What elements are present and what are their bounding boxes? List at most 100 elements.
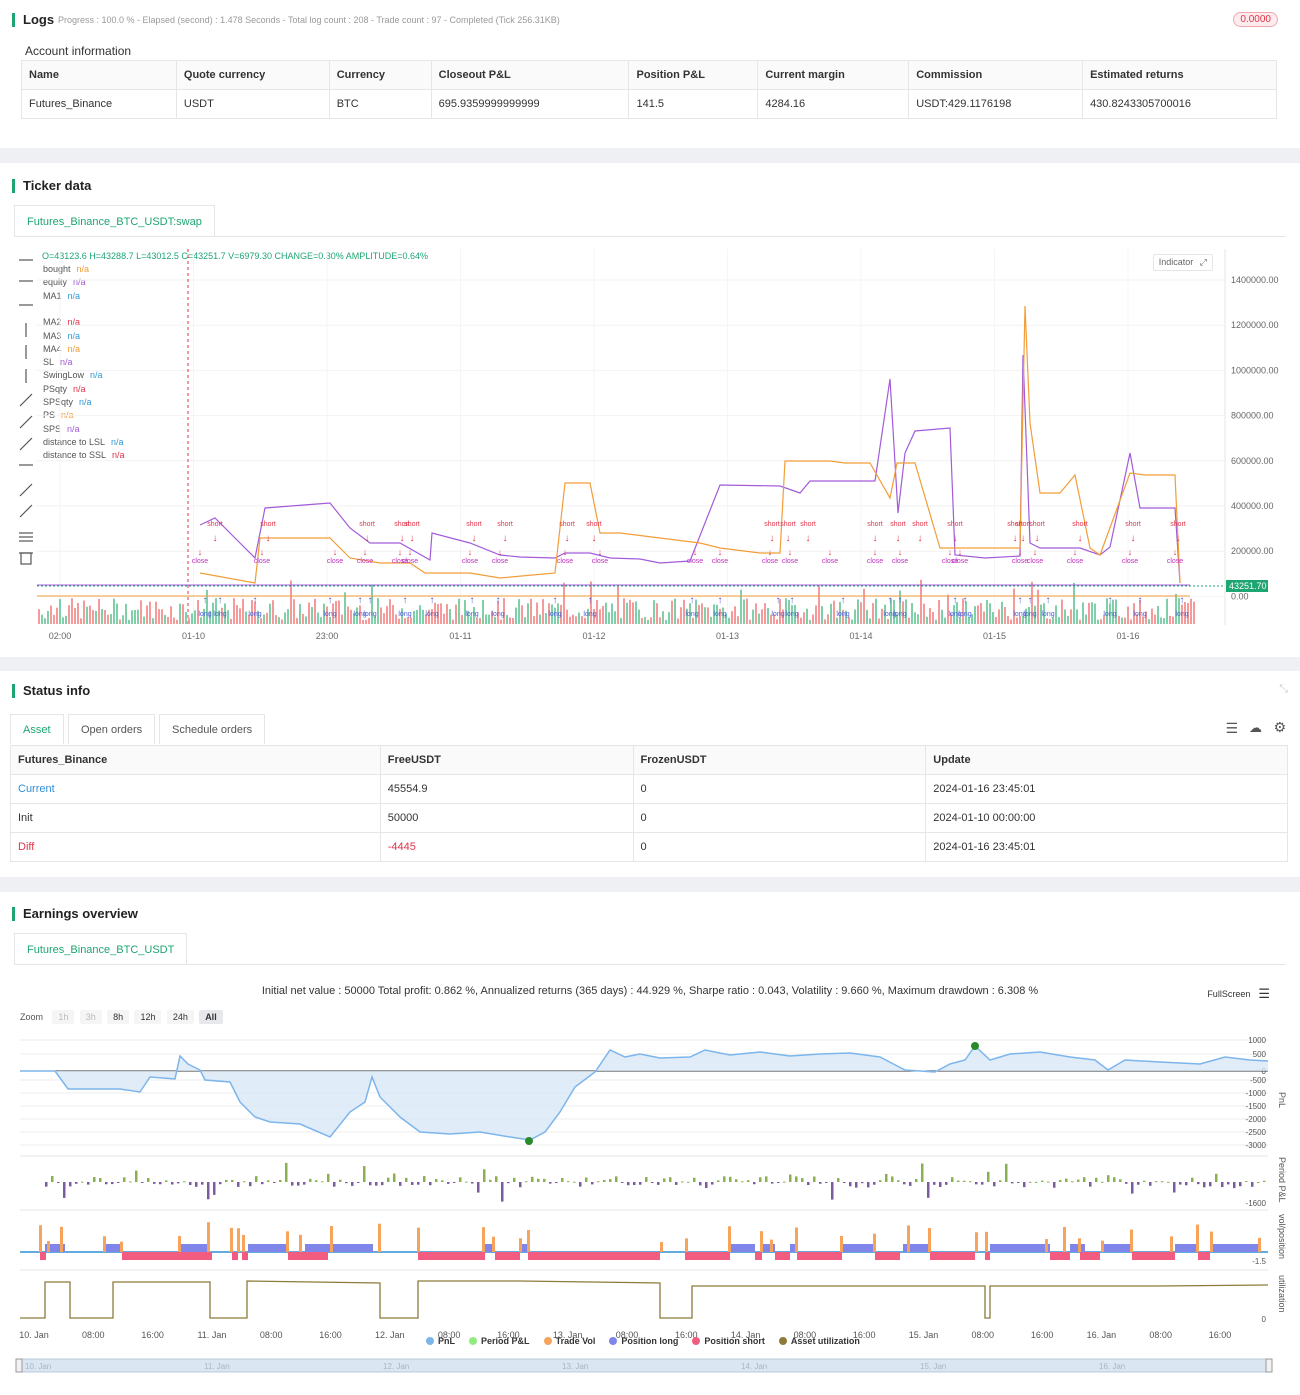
vol-tick: -1.5 [1252,1257,1266,1266]
y-tick-label: 0.00 [1231,591,1249,601]
legend-item[interactable]: MA2 n/a [43,317,80,327]
legend-item[interactable]: Position short [692,1336,765,1346]
legend-item[interactable]: SPS n/a [43,424,80,434]
fullscreen-button[interactable]: FullScreen ☰ [1207,986,1270,1002]
zoom-all[interactable]: All [199,1010,223,1024]
legend-item[interactable]: PS n/a [43,410,74,420]
period-bar [219,1182,222,1185]
volume-bar [1022,615,1024,624]
long-position [762,1244,775,1252]
period-bar [45,1182,48,1187]
zoom-24h[interactable]: 24h [166,1010,194,1024]
legend-item[interactable]: equity n/a [43,277,86,287]
legend-dot-icon [609,1337,618,1345]
legend-item[interactable]: MA4 n/a [43,344,80,354]
legend-item[interactable]: Period P&L [469,1336,530,1346]
zoom-12h[interactable]: 12h [134,1010,162,1024]
long-arrow: ↑ [496,595,501,606]
settings-icon[interactable]: ⚙ [1273,719,1286,735]
bought-line [199,305,1181,584]
period-bar [381,1182,384,1186]
trade-vol-bar [178,1236,181,1252]
volume-bar [329,616,331,624]
short-arrow: ↓ [565,533,570,544]
legend-item[interactable]: MA3 n/a [43,331,80,341]
legend-item[interactable]: Asset utilization [778,1336,860,1346]
volume-bar [1088,602,1090,624]
short-label: short [394,521,410,528]
legend-item[interactable]: MA1 n/a [43,291,80,301]
volume-bar [338,600,340,624]
volume-bar [674,598,676,624]
navigator-tick: 10. Jan [25,1362,51,1371]
period-bar [261,1182,264,1185]
period-bar [1119,1179,1122,1182]
volume-bar [971,614,973,624]
volume-bar [1130,619,1132,624]
asset-col-header: FrozenUSDT [632,745,927,775]
indicator-button[interactable]: Indicator ⤢ [1152,254,1213,271]
tab-open-orders[interactable]: Open orders [68,714,156,744]
volume-bar [350,609,352,624]
long-position [248,1244,288,1252]
legend-item[interactable]: PnL [426,1336,455,1346]
tab-asset[interactable]: Asset [10,714,64,744]
list-icon[interactable]: ☰ [1225,720,1238,736]
volume-bar [551,604,553,624]
period-bar [819,1182,822,1184]
earnings-chart[interactable]: 1000 500 0 -500 -1000 -1500 -2000 -2500 -3000 PnL… [0,892,1300,1395]
legend-item[interactable]: PSqty n/a [43,384,86,394]
volume-bar [737,616,739,624]
period-bar [495,1176,498,1182]
legend-item[interactable] [43,304,49,314]
cloud-download-icon[interactable]: ☁ [1249,720,1262,735]
tab-ticker-symbol[interactable]: Futures_Binance_BTC_USDT:swap [14,205,215,237]
long-arrow: ↑ [1108,595,1113,606]
long-label: long [771,611,784,618]
earnings-legend: PnL Period P&L Trade Vol Position long Posit… [0,1333,1300,1347]
legend-item[interactable]: distance to SSL n/a [43,450,125,460]
volume-bar [137,609,139,624]
zoom-1h[interactable]: 1h [52,1010,75,1024]
volume-bar [1028,607,1030,624]
period-bar [837,1178,840,1182]
volume-bar [710,616,712,624]
volume-bar [890,598,892,624]
legend-item[interactable]: Position long [609,1336,678,1346]
tab-schedule-orders[interactable]: Schedule orders [159,714,266,744]
legend-item[interactable]: SL n/a [43,357,73,367]
long-label: long [1013,611,1026,618]
close-label: close [1027,558,1043,565]
period-bar [891,1176,894,1182]
volume-bar [1106,598,1108,624]
legend-item[interactable]: SPSqty n/a [43,397,92,407]
tab-earnings-symbol[interactable]: Futures_Binance_BTC_USDT [14,933,188,965]
short-label: short [800,521,816,528]
legend-item[interactable]: SwingLow n/a [43,370,103,380]
period-bar [177,1182,180,1184]
account-table: Name Quote currency Currency Closeout P&L Po… [21,60,1277,119]
volume-bar [131,610,133,624]
period-bar [1035,1181,1038,1183]
volume-bar [257,610,259,624]
drawing-tools-icon[interactable] [16,251,36,571]
period-bar [171,1182,174,1185]
period-bar [159,1182,162,1185]
volume-bar [221,607,223,624]
short-label: short [559,521,575,528]
volume-bar [1151,608,1153,624]
period-bar [1191,1177,1194,1182]
volume-bar [185,612,187,624]
legend-item[interactable]: distance to LSL n/a [43,437,124,447]
collapse-icon[interactable]: ⤡ [1279,683,1288,695]
volume-bar [770,614,772,624]
menu-icon[interactable]: ☰ [1258,986,1270,1001]
zoom-3h[interactable]: 3h [79,1010,102,1024]
legend-dot-icon [692,1337,701,1345]
volume-bar [302,613,304,624]
close-label: close [557,558,573,565]
zoom-8h[interactable]: 8h [107,1010,130,1024]
legend-item[interactable]: Trade Vol [543,1336,595,1346]
legend-item[interactable]: bought n/a [43,264,89,274]
volume-bar [422,609,424,624]
